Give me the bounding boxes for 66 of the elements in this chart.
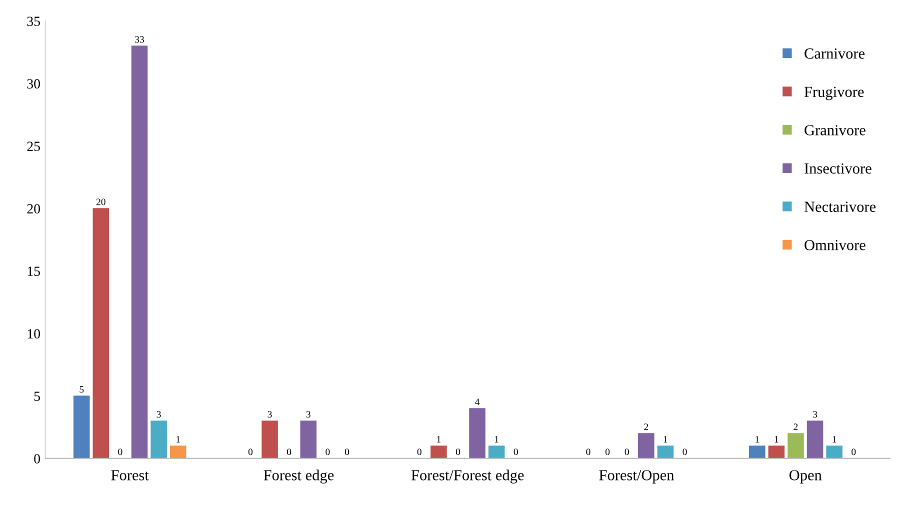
data-label: 0: [514, 448, 518, 456]
bar: [262, 420, 278, 458]
bar: [638, 433, 654, 458]
y-tick-label: 10: [28, 329, 40, 338]
data-label: 1: [437, 436, 441, 443]
data-label: 0: [682, 448, 687, 456]
x-tick-label: Forest/Open: [599, 470, 674, 484]
bar: [150, 420, 167, 458]
data-label: 20: [96, 198, 106, 206]
data-label: 1: [664, 436, 668, 443]
data-label: 3: [306, 411, 310, 418]
bar: [657, 446, 674, 458]
data-label: 0: [624, 448, 629, 456]
data-label: 0: [287, 448, 292, 456]
data-label: 3: [268, 411, 272, 418]
y-tick-label: 15: [28, 266, 40, 276]
legend-label: Carnivore: [804, 48, 865, 59]
bar: [826, 446, 842, 458]
data-label: 2: [794, 424, 798, 430]
legend-label: Granivore: [804, 125, 866, 136]
data-label: 2: [644, 424, 648, 430]
data-label: 0: [248, 448, 253, 456]
bar: [749, 446, 766, 458]
data-label: 5: [80, 386, 84, 393]
bar: [170, 446, 186, 458]
bar: [430, 446, 447, 458]
data-label: 1: [774, 436, 778, 443]
y-tick-label: 25: [27, 142, 40, 152]
bar: [73, 396, 90, 458]
data-label: 0: [344, 448, 350, 456]
legend-label: Insectivore: [804, 163, 872, 174]
bar: [768, 446, 785, 458]
data-label: 0: [586, 448, 590, 456]
bar: [469, 408, 486, 458]
x-tick-label: Forest/Forest edge: [411, 470, 524, 484]
data-label: 1: [176, 436, 180, 443]
x-tick-label: Open: [789, 470, 822, 484]
data-label: 0: [852, 448, 856, 456]
bar: [788, 433, 804, 458]
y-tick-label: 20: [27, 204, 40, 214]
bar: [806, 420, 824, 458]
x-tick-label: Forest edge: [264, 470, 334, 484]
data-label: 1: [756, 436, 759, 443]
y-tick-label: 30: [27, 79, 40, 89]
bar: [131, 46, 148, 458]
data-label: 3: [156, 411, 161, 418]
legend-label: Omnivore: [804, 240, 866, 250]
data-label: 0: [456, 448, 460, 456]
data-label: 4: [475, 398, 480, 406]
data-label: 0: [417, 448, 422, 456]
y-tick-label: 5: [34, 392, 40, 401]
legend-label: Frugivore: [804, 86, 864, 100]
bar: [488, 446, 505, 458]
data-label: 0: [326, 448, 330, 456]
x-tick-label: Forest: [111, 470, 149, 480]
y-tick-label: 0: [34, 454, 40, 464]
bar: [300, 420, 317, 458]
data-label: 0: [605, 448, 610, 456]
data-label: 33: [135, 36, 144, 43]
data-label: 3: [813, 411, 818, 418]
data-label: 1: [832, 436, 836, 443]
bar: [92, 208, 110, 458]
legend-label: Nectarivore: [804, 202, 876, 212]
data-label: 0: [118, 448, 122, 456]
y-tick-label: 35: [27, 16, 40, 26]
data-label: 1: [494, 436, 498, 443]
